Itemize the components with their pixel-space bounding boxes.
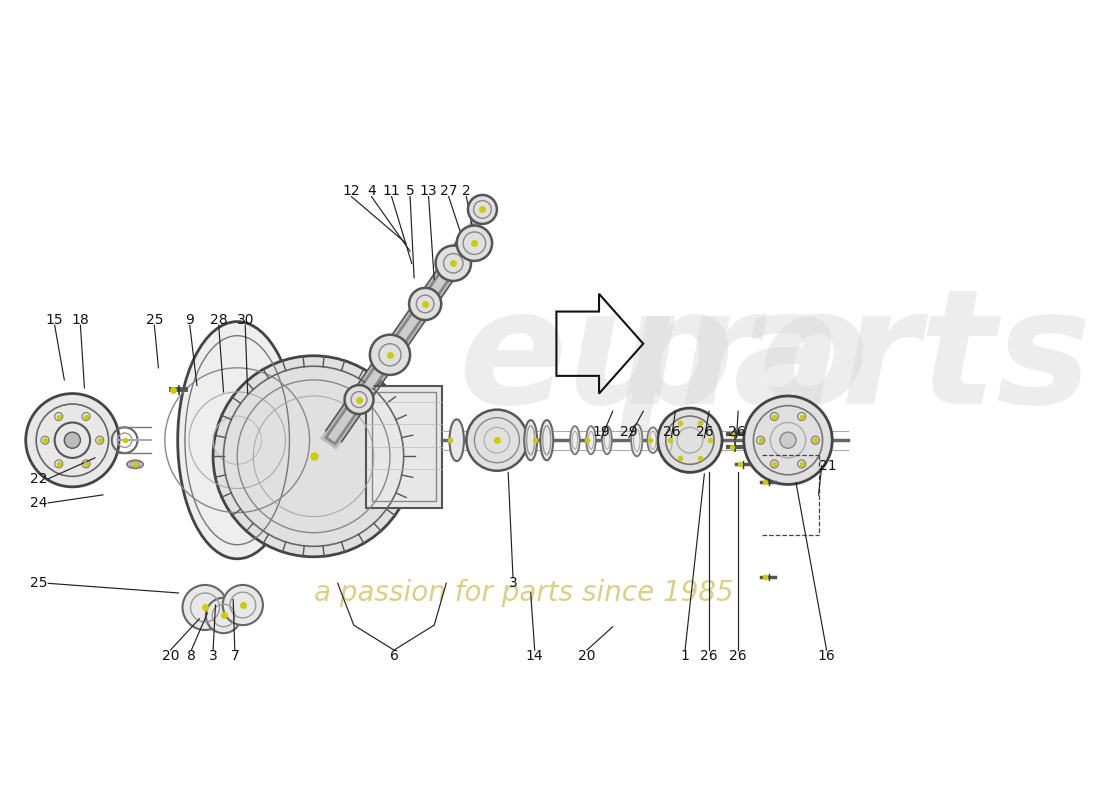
Text: 25: 25 [145,313,163,326]
Text: 16: 16 [817,649,836,662]
Text: euro: euro [459,282,869,438]
Text: parts: parts [619,282,1091,438]
Circle shape [370,334,410,375]
Text: 20: 20 [579,649,596,662]
Text: 26: 26 [701,649,718,662]
Ellipse shape [663,424,674,456]
Text: 27: 27 [440,184,458,198]
Circle shape [25,394,119,487]
Circle shape [409,288,441,320]
Text: 11: 11 [383,184,400,198]
Circle shape [344,385,374,414]
Text: 5: 5 [406,184,415,198]
Text: 26: 26 [729,649,747,662]
Circle shape [183,585,228,630]
Text: 22: 22 [30,472,47,486]
Text: 9: 9 [185,313,195,326]
Text: 3: 3 [209,649,218,662]
Circle shape [456,226,492,261]
Text: 30: 30 [236,313,254,326]
Text: 4: 4 [367,184,376,198]
Text: 2: 2 [462,184,471,198]
Ellipse shape [450,419,464,461]
Circle shape [468,195,497,224]
Bar [366,386,442,508]
Text: 26: 26 [728,425,746,439]
Text: 3: 3 [508,576,517,590]
Text: 12: 12 [342,184,360,198]
Circle shape [64,432,80,448]
Ellipse shape [631,424,642,456]
Text: a passion for parts since 1985: a passion for parts since 1985 [314,579,734,607]
Text: 28: 28 [210,313,228,326]
Bar [372,392,436,502]
Ellipse shape [602,426,612,454]
Text: 21: 21 [820,459,837,473]
Circle shape [658,408,722,472]
Text: 6: 6 [389,649,398,662]
Text: 19: 19 [593,425,611,439]
Ellipse shape [126,460,143,468]
Text: 1: 1 [681,649,690,662]
Circle shape [436,246,471,281]
Text: 20: 20 [162,649,179,662]
Ellipse shape [468,423,482,457]
Text: 26: 26 [695,425,713,439]
Circle shape [744,396,833,485]
Ellipse shape [570,426,580,454]
Circle shape [206,598,241,633]
Text: 18: 18 [72,313,89,326]
Circle shape [222,585,263,625]
Circle shape [213,356,414,557]
Text: 15: 15 [46,313,64,326]
Circle shape [466,410,528,470]
Ellipse shape [540,420,553,460]
Text: 14: 14 [526,649,543,662]
Ellipse shape [586,426,596,454]
Text: 29: 29 [620,425,638,439]
Text: 26: 26 [662,425,680,439]
Text: 24: 24 [30,496,47,510]
Circle shape [780,432,796,448]
Text: 7: 7 [230,649,239,662]
Text: 13: 13 [420,184,438,198]
Ellipse shape [647,427,659,453]
Text: 25: 25 [30,576,47,590]
Ellipse shape [525,420,537,460]
Ellipse shape [178,322,297,559]
Text: 8: 8 [187,649,196,662]
